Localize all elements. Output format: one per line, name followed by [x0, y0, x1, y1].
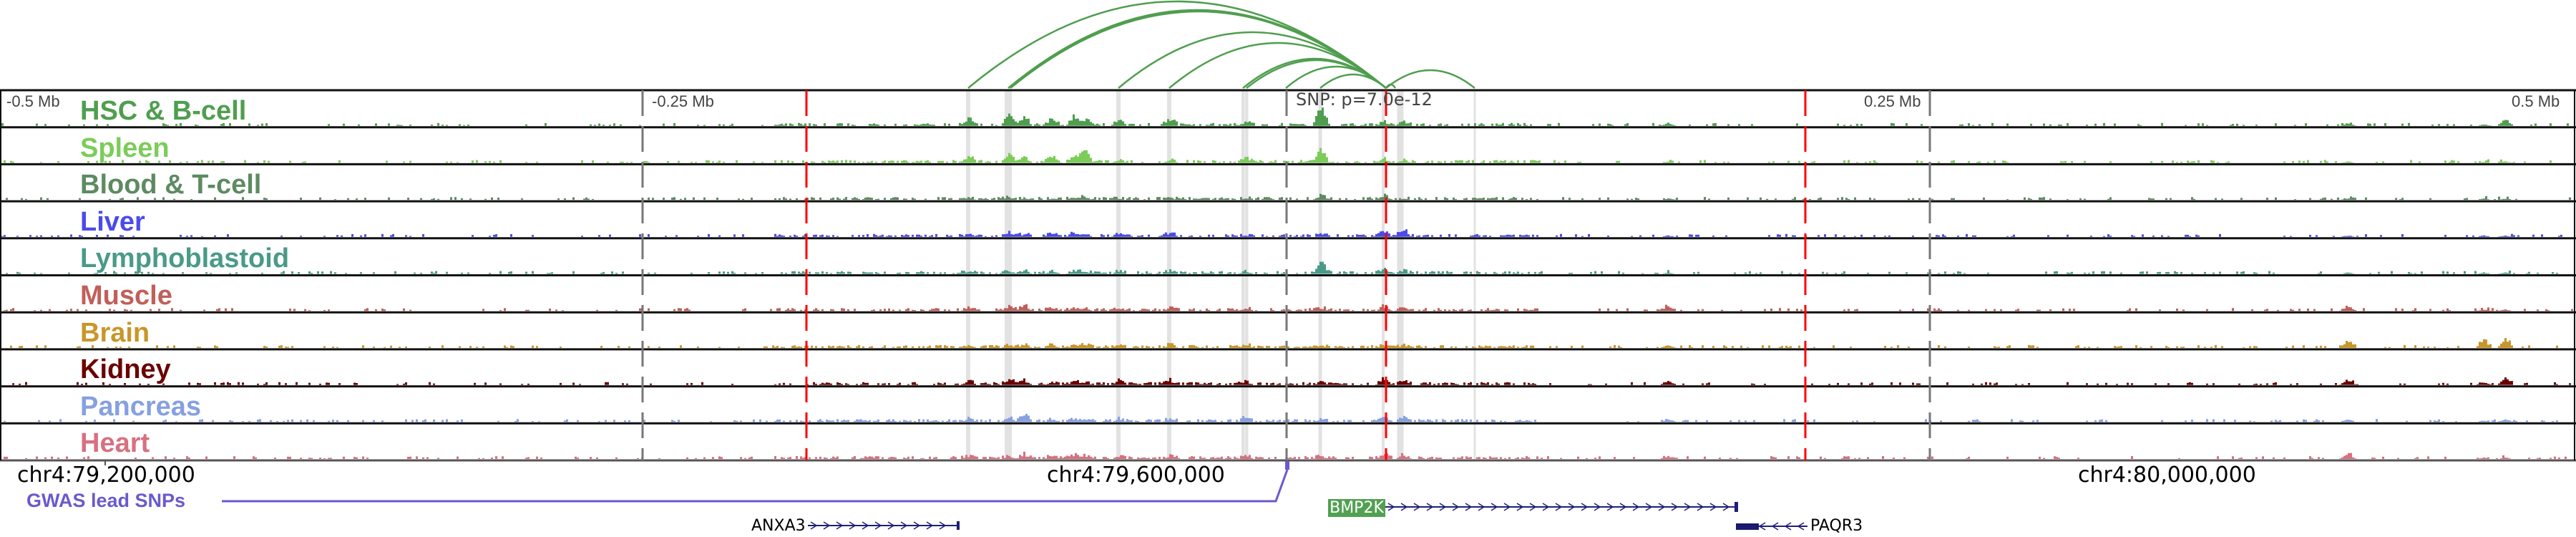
- axis-label-79600000: chr4:79,600,000: [1047, 463, 1225, 488]
- gene-label-anxa3[interactable]: ANXA3: [751, 517, 806, 535]
- signal-track-0: [1, 107, 2569, 126]
- gene-bmp2k-strand-arrow: [1529, 503, 1537, 511]
- gene-bmp2k-strand-arrow: [1709, 503, 1717, 511]
- gene-bmp2k-strand-arrow: [1387, 503, 1395, 511]
- gene-anxa3-strand-arrow: [823, 521, 831, 530]
- loop-arc: [1169, 42, 1387, 89]
- track-label-heart: Heart: [80, 428, 150, 458]
- snp-label: SNP: p=7.0e-12: [1296, 90, 1433, 110]
- signal-track-1: [4, 147, 2552, 163]
- gene-paqr3-strand-arrow: [1758, 522, 1766, 531]
- gene-bmp2k-strand-arrow: [1645, 503, 1653, 511]
- track-borders: [0, 89, 2576, 462]
- gene-label-paqr3[interactable]: PAQR3: [1810, 517, 1863, 535]
- loop-arc: [1010, 10, 1387, 89]
- gene-anxa3-strand-arrow: [810, 521, 818, 530]
- gene-bmp2k-strand-arrow: [1413, 503, 1421, 511]
- axis-label-79200000: chr4:79,200,000: [17, 463, 195, 488]
- chromatin-loop-arcs: [967, 0, 1475, 89]
- gene-anxa3-strand-arrow: [874, 521, 882, 530]
- loop-arc: [1385, 83, 1397, 89]
- ruler-label-0-25: 0.25 Mb: [1864, 92, 1921, 110]
- ruler-label-0-5: 0.5 Mb: [2512, 92, 2560, 110]
- gene-bmp2k-strand-arrow: [1619, 503, 1627, 511]
- track-label-brain: Brain: [80, 318, 150, 348]
- track-label-spleen: Spleen: [80, 133, 170, 163]
- gene-bmp2k-strand-arrow: [1722, 503, 1730, 511]
- gene-bmp2k-strand-arrow: [1684, 503, 1692, 511]
- gene-anxa3-strand-arrow: [862, 521, 869, 530]
- track-label-blood-t-cell: Blood & T-cell: [80, 170, 262, 200]
- gene-bmp2k-strand-arrow: [1568, 503, 1576, 511]
- loop-arc: [1118, 31, 1387, 89]
- axis-label-80000000: chr4:80,000,000: [2078, 463, 2256, 488]
- gene-bmp2k-strand-arrow: [1452, 503, 1460, 511]
- signal-track-9: [4, 451, 2567, 459]
- gene-anxa3-strand-arrow: [836, 521, 844, 530]
- gene-label-bmp2k[interactable]: BMP2K: [1328, 499, 1385, 517]
- gene-bmp2k-strand-arrow: [1516, 503, 1524, 511]
- signal-track-3: [1, 229, 2562, 237]
- loop-arc: [1385, 69, 1475, 89]
- gene-anxa3-strand-arrow: [849, 521, 857, 530]
- gwas-connector-line: [222, 469, 1289, 503]
- gene-bmp2k-strand-arrow: [1632, 503, 1640, 511]
- gene-bmp2k-exon: [1735, 502, 1738, 512]
- gene-bmp2k-strand-arrow: [1581, 503, 1589, 511]
- signal-tracks: [1, 107, 2573, 459]
- signal-track-4: [6, 261, 2558, 274]
- ruler-label-minus-0-25: -0.25 Mb: [652, 92, 714, 110]
- track-label-lymphoblastoid: Lymphoblastoid: [80, 243, 290, 274]
- reference-lines: [641, 90, 1931, 460]
- signal-track-6: [10, 338, 2558, 348]
- gene-paqr3-strand-arrow: [1784, 522, 1792, 531]
- gene-paqr3-strand-arrow: [1771, 522, 1779, 531]
- gene-bmp2k-strand-arrow: [1606, 503, 1614, 511]
- gene-anxa3-strand-arrow: [887, 521, 895, 530]
- loop-arc: [1319, 73, 1387, 89]
- gene-bmp2k-strand-arrow: [1594, 503, 1601, 511]
- gene-anxa3-strand-arrow: [900, 521, 908, 530]
- gene-anxa3-exon: [957, 521, 960, 530]
- gene-bmp2k-strand-arrow: [1658, 503, 1666, 511]
- gene-anxa3-strand-arrow: [926, 521, 934, 530]
- track-label-muscle: Muscle: [80, 281, 172, 311]
- gene-bmp2k-strand-arrow: [1491, 503, 1498, 511]
- gwas-snp-marker: [1285, 461, 1289, 470]
- gene-anxa3-strand-arrow: [939, 521, 947, 530]
- gene-paqr3-strand-arrow: [1797, 522, 1805, 531]
- gene-bmp2k-strand-arrow: [1439, 503, 1447, 511]
- gene-bmp2k-strand-arrow: [1542, 503, 1550, 511]
- gwas-track-label: GWAS lead SNPs: [26, 490, 186, 511]
- track-label-liver: Liver: [80, 207, 145, 237]
- gene-paqr3-exon: [1736, 523, 1759, 530]
- gene-bmp2k-strand-arrow: [1671, 503, 1679, 511]
- track-label-hsc-b-cell: HSC & B-cell: [80, 96, 247, 126]
- gene-bmp2k-strand-arrow: [1697, 503, 1704, 511]
- gene-bmp2k-strand-arrow: [1400, 503, 1408, 511]
- signal-track-8: [4, 414, 2558, 422]
- track-label-pancreas: Pancreas: [80, 392, 202, 422]
- gene-bmp2k-strand-arrow: [1426, 503, 1434, 511]
- signal-track-2: [6, 193, 2571, 200]
- gene-anxa3-strand-arrow: [913, 521, 921, 530]
- gene-bmp2k-strand-arrow: [1478, 503, 1485, 511]
- track-label-kidney: Kidney: [80, 354, 171, 384]
- gene-bmp2k-strand-arrow: [1555, 503, 1563, 511]
- ruler-label-minus-0-5: -0.5 Mb: [6, 92, 60, 110]
- signal-track-5: [4, 304, 2573, 311]
- signal-track-7: [12, 377, 2571, 385]
- gene-bmp2k-strand-arrow: [1503, 503, 1511, 511]
- gene-bmp2k-strand-arrow: [1465, 503, 1473, 511]
- annotation-area: [104, 460, 1807, 531]
